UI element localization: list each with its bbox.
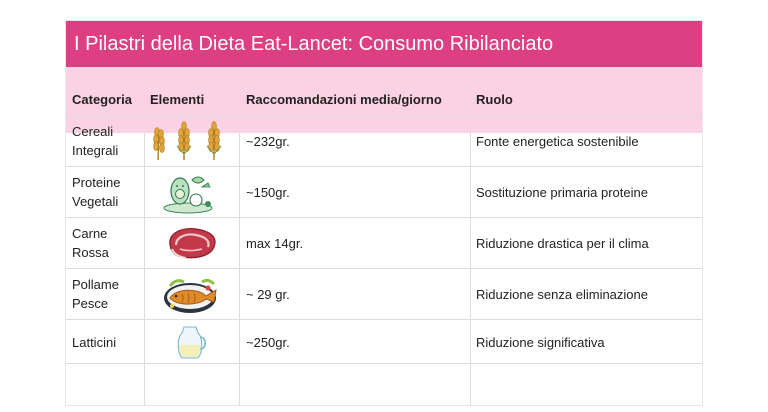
raccomandazione-value: ~ 29 gr.	[246, 287, 290, 302]
steak-icon	[169, 228, 216, 259]
categoria-line1: Cereali	[72, 124, 114, 139]
table-row: Cereali Integrali	[66, 115, 702, 167]
column-header-elementi: Elementi	[150, 92, 205, 107]
column-header-categoria: Categoria	[72, 92, 132, 107]
table-row: Carne Rossa max 14gr. Riduzione drastica…	[66, 217, 702, 269]
empty-table-row	[66, 363, 702, 408]
eat-lancet-table: I Pilastri della Dieta Eat-Lancet: Consu…	[65, 20, 703, 406]
table-header-row: Categoria Elementi Raccomandazioni media…	[66, 67, 702, 133]
raccomandazione-value: ~250gr.	[246, 335, 290, 350]
column-header-raccomandazioni: Raccomandazioni media/giorno	[246, 92, 442, 107]
vegetables-icon	[163, 176, 213, 214]
table-row: Proteine Vegetali ~150gr. Sostituzione p…	[66, 166, 702, 218]
fish-plate-icon	[164, 278, 217, 313]
ruolo-text: Riduzione drastica per il clima	[476, 236, 649, 251]
column-header-ruolo: Ruolo	[476, 92, 513, 107]
categoria-line1: Pollame	[72, 277, 119, 292]
table-row: Pollame Pesce ~ 29 gr. Riduzione senza e…	[66, 268, 702, 320]
column-divider	[144, 133, 145, 405]
table-title: I Pilastri della Dieta Eat-Lancet: Consu…	[66, 21, 702, 67]
ruolo-text: Riduzione senza eliminazione	[476, 287, 648, 302]
categoria-line2: Rossa	[72, 245, 109, 260]
categoria-line1: Carne	[72, 226, 108, 241]
wheat-icon	[153, 121, 222, 161]
categoria-line1: Proteine	[72, 175, 121, 190]
column-divider	[470, 133, 471, 405]
column-divider	[239, 133, 240, 405]
milk-jug-icon	[177, 326, 207, 359]
ruolo-text: Riduzione significativa	[476, 335, 605, 350]
ruolo-text: Sostituzione primaria proteine	[476, 185, 648, 200]
raccomandazione-value: ~232gr.	[246, 134, 290, 149]
raccomandazione-value: ~150gr.	[246, 185, 290, 200]
categoria-line2: Vegetali	[72, 194, 119, 209]
categoria-line2: Integrali	[72, 143, 119, 158]
ruolo-text: Fonte energetica sostenibile	[476, 134, 639, 149]
categoria-line1: Latticini	[72, 335, 117, 350]
table-row: Latticini ~250gr. Riduzione significativ…	[66, 319, 702, 364]
categoria-line2: Pesce	[72, 296, 109, 311]
raccomandazione-value: max 14gr.	[246, 236, 304, 251]
